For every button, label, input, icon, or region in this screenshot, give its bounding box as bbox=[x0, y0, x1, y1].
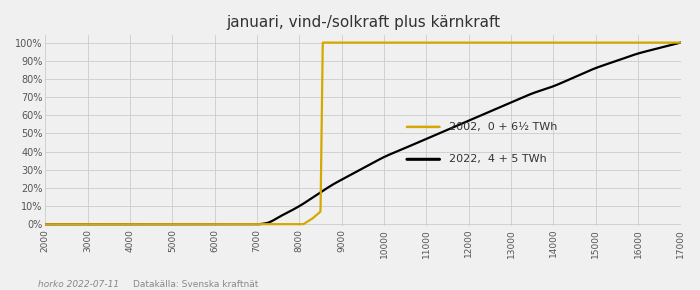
Title: januari, vind-/solkraft plus kärnkraft: januari, vind-/solkraft plus kärnkraft bbox=[226, 15, 500, 30]
Text: Datakälla: Svenska kraftnät: Datakälla: Svenska kraftnät bbox=[133, 280, 258, 289]
Text: 2002,  0 + 6½ TWh: 2002, 0 + 6½ TWh bbox=[449, 122, 557, 132]
Text: horko 2022-07-11: horko 2022-07-11 bbox=[38, 280, 120, 289]
Text: 2022,  4 + 5 TWh: 2022, 4 + 5 TWh bbox=[449, 154, 547, 164]
